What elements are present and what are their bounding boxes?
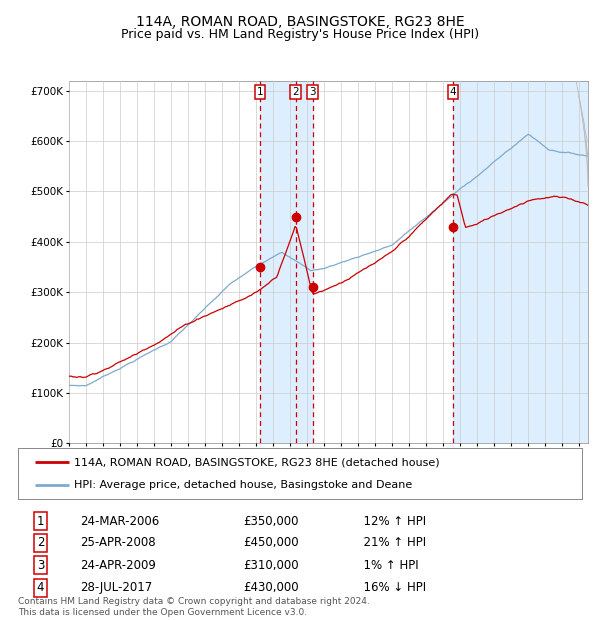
Text: 24-MAR-2006: 24-MAR-2006 bbox=[80, 515, 159, 528]
Text: 3: 3 bbox=[310, 87, 316, 97]
Text: Contains HM Land Registry data © Crown copyright and database right 2024.
This d: Contains HM Land Registry data © Crown c… bbox=[18, 598, 370, 617]
Text: 28-JUL-2017: 28-JUL-2017 bbox=[80, 581, 152, 594]
Text: 21% ↑ HPI: 21% ↑ HPI bbox=[356, 536, 427, 549]
Text: 4: 4 bbox=[450, 87, 457, 97]
Text: 12% ↑ HPI: 12% ↑ HPI bbox=[356, 515, 427, 528]
Text: 24-APR-2009: 24-APR-2009 bbox=[80, 559, 156, 572]
Bar bbox=[260, 81, 313, 443]
Bar bbox=[453, 81, 588, 443]
Text: £450,000: £450,000 bbox=[244, 536, 299, 549]
Text: 1% ↑ HPI: 1% ↑ HPI bbox=[356, 559, 419, 572]
Text: £350,000: £350,000 bbox=[244, 515, 299, 528]
Text: 1: 1 bbox=[257, 87, 263, 97]
Text: 2: 2 bbox=[292, 87, 299, 97]
Text: 3: 3 bbox=[37, 559, 44, 572]
Text: £310,000: £310,000 bbox=[244, 559, 299, 572]
Text: 25-APR-2008: 25-APR-2008 bbox=[80, 536, 155, 549]
Text: 2: 2 bbox=[37, 536, 44, 549]
Text: Price paid vs. HM Land Registry's House Price Index (HPI): Price paid vs. HM Land Registry's House … bbox=[121, 28, 479, 41]
Text: £430,000: £430,000 bbox=[244, 581, 299, 594]
Text: 114A, ROMAN ROAD, BASINGSTOKE, RG23 8HE: 114A, ROMAN ROAD, BASINGSTOKE, RG23 8HE bbox=[136, 16, 464, 30]
Text: 16% ↓ HPI: 16% ↓ HPI bbox=[356, 581, 427, 594]
Text: 114A, ROMAN ROAD, BASINGSTOKE, RG23 8HE (detached house): 114A, ROMAN ROAD, BASINGSTOKE, RG23 8HE … bbox=[74, 458, 440, 467]
Text: HPI: Average price, detached house, Basingstoke and Deane: HPI: Average price, detached house, Basi… bbox=[74, 480, 413, 490]
Text: 4: 4 bbox=[37, 581, 44, 594]
Text: 1: 1 bbox=[37, 515, 44, 528]
